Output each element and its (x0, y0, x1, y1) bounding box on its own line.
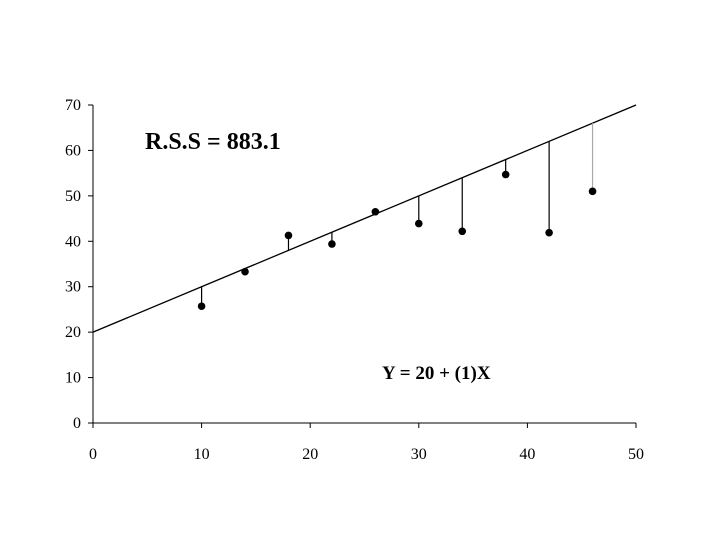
tick-labels: 0 10 20 30 40 50 60 70 0 10 20 30 40 50 (65, 97, 644, 463)
x-tick-label: 30 (411, 446, 427, 463)
y-tick-label: 20 (65, 324, 81, 341)
x-tick-label: 0 (89, 446, 97, 463)
data-points (197, 170, 597, 311)
data-point (371, 207, 380, 216)
data-point (415, 219, 423, 228)
x-tick-label: 50 (628, 446, 644, 463)
data-point (501, 170, 510, 179)
y-tick-label: 70 (65, 97, 81, 114)
data-point (241, 267, 249, 276)
data-point (588, 187, 597, 196)
y-tick-label: 50 (65, 188, 81, 205)
data-point (284, 231, 293, 240)
y-tick-label: 10 (65, 370, 81, 387)
x-tick-label: 40 (519, 446, 535, 463)
rss-annotation: R.S.S = 883.1 (145, 129, 281, 155)
y-tick-label: 0 (73, 415, 81, 432)
y-tick-label: 30 (65, 279, 81, 296)
regression-line-group (92, 104, 637, 333)
data-point (328, 240, 336, 248)
data-point (458, 227, 467, 236)
equation-annotation: Y = 20 + (1)X (382, 363, 491, 384)
y-tick-label: 40 (65, 233, 81, 250)
x-tick-label: 10 (194, 446, 210, 463)
regression-line (92, 104, 637, 333)
axes (88, 104, 637, 428)
y-tick-label: 60 (65, 142, 81, 159)
data-point (545, 228, 553, 237)
x-tick-label: 20 (302, 446, 318, 463)
data-point (197, 302, 206, 311)
